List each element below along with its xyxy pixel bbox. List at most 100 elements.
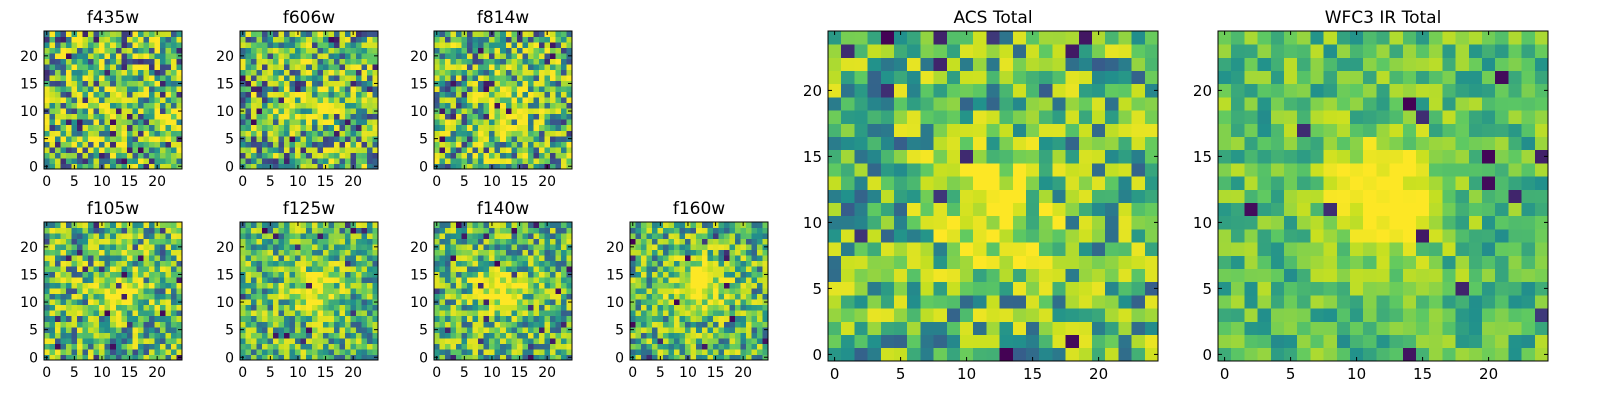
heatmap-cell xyxy=(478,304,485,311)
heatmap-cell xyxy=(126,64,133,71)
heatmap-cell xyxy=(71,255,78,262)
heatmap-cell xyxy=(718,255,725,262)
heatmap-cell xyxy=(505,266,512,273)
heatmap-cell xyxy=(456,102,462,109)
heatmap-cell xyxy=(251,141,257,148)
heatmap-cell xyxy=(256,326,263,333)
heatmap-cell xyxy=(960,176,974,190)
heatmap-cell xyxy=(137,97,144,104)
heatmap-cell xyxy=(560,249,567,256)
heatmap-cell xyxy=(494,75,501,82)
heatmap-cell xyxy=(549,130,556,137)
heatmap-cell xyxy=(511,266,518,273)
heatmap-cell xyxy=(960,295,974,309)
heatmap-cell xyxy=(1039,176,1053,190)
heatmap-cell xyxy=(328,91,335,98)
x-tick-label: 10 xyxy=(483,365,501,381)
heatmap-cell xyxy=(344,255,351,262)
heatmap-cell xyxy=(999,215,1014,230)
heatmap-cell xyxy=(170,86,177,93)
heatmap-cell xyxy=(267,86,274,93)
heatmap-cell xyxy=(278,102,285,109)
heatmap-cell xyxy=(77,163,84,170)
heatmap-cell xyxy=(478,108,485,115)
heatmap-cell xyxy=(240,343,246,350)
heatmap-cell xyxy=(494,260,501,267)
heatmap-cell xyxy=(99,152,106,159)
heatmap-cell xyxy=(762,293,769,300)
heatmap-cell xyxy=(372,91,379,98)
heatmap-cell xyxy=(663,260,670,267)
heatmap-cell xyxy=(284,337,291,344)
heatmap-cell xyxy=(267,113,274,120)
heatmap-cell xyxy=(93,102,100,109)
heatmap-cell xyxy=(566,75,573,82)
heatmap-cell xyxy=(635,260,642,267)
heatmap-cell xyxy=(71,91,78,98)
heatmap-cell xyxy=(756,277,763,284)
heatmap-cell xyxy=(143,293,150,300)
heatmap-cell xyxy=(461,321,468,328)
heatmap-cell xyxy=(115,86,122,93)
heatmap-cell xyxy=(55,86,61,93)
heatmap-cell xyxy=(685,343,692,350)
heatmap-cell xyxy=(126,75,133,82)
heatmap-cell xyxy=(841,255,855,269)
heatmap-cell xyxy=(104,102,111,109)
heatmap-cell xyxy=(450,69,457,76)
heatmap-cell xyxy=(445,163,451,170)
heatmap-cell xyxy=(533,266,540,273)
heatmap-cell xyxy=(549,304,556,311)
heatmap-cell xyxy=(734,348,741,355)
heatmap-cell xyxy=(533,260,540,267)
heatmap-cell xyxy=(555,266,562,273)
heatmap-cell xyxy=(126,91,133,98)
heatmap-cell xyxy=(256,260,263,267)
heatmap-cell xyxy=(137,157,144,164)
heatmap-cell xyxy=(317,124,324,131)
heatmap-cell xyxy=(93,288,100,295)
heatmap-cell xyxy=(143,348,150,355)
heatmap-cell xyxy=(740,288,747,295)
heatmap-cell xyxy=(489,293,496,300)
heatmap-cell xyxy=(641,271,647,278)
heatmap-cell xyxy=(176,130,183,137)
heatmap-cell xyxy=(372,64,379,71)
heatmap-cell xyxy=(295,233,302,239)
heatmap-cell xyxy=(110,321,117,328)
heatmap-cell xyxy=(946,229,961,243)
heatmap-cell xyxy=(333,332,340,339)
heatmap-cell xyxy=(880,176,895,190)
heatmap-cell xyxy=(344,47,351,54)
heatmap-cell xyxy=(751,222,758,228)
heatmap-cell xyxy=(505,69,512,76)
heatmap-cell xyxy=(973,189,987,203)
heatmap-cell xyxy=(240,119,246,126)
heatmap-cell xyxy=(712,310,719,317)
heatmap-cell xyxy=(445,288,451,295)
heatmap-cell xyxy=(60,249,67,256)
heatmap-cell xyxy=(115,321,122,328)
heatmap-cell xyxy=(701,299,708,306)
heatmap-cell xyxy=(745,332,752,339)
heatmap-cell xyxy=(560,97,567,104)
heatmap-cell xyxy=(44,102,50,109)
heatmap-cell xyxy=(549,97,556,104)
heatmap-cell xyxy=(483,310,490,317)
heatmap-cell xyxy=(328,343,335,350)
heatmap-cell xyxy=(674,227,681,234)
heatmap-cell xyxy=(696,354,703,361)
heatmap-cell xyxy=(434,238,440,245)
heatmap-cell xyxy=(439,152,446,159)
heatmap-cell xyxy=(273,31,280,37)
heatmap-cell xyxy=(516,36,523,43)
heatmap-cell xyxy=(159,260,166,267)
heatmap-cell xyxy=(456,337,462,344)
heatmap-cell xyxy=(445,271,451,278)
heatmap-cell xyxy=(55,47,61,54)
heatmap-cell xyxy=(740,277,747,284)
heatmap-cell xyxy=(273,255,280,262)
heatmap-cell xyxy=(77,80,84,87)
heatmap-cell xyxy=(505,310,512,317)
heatmap-cell xyxy=(511,42,518,48)
